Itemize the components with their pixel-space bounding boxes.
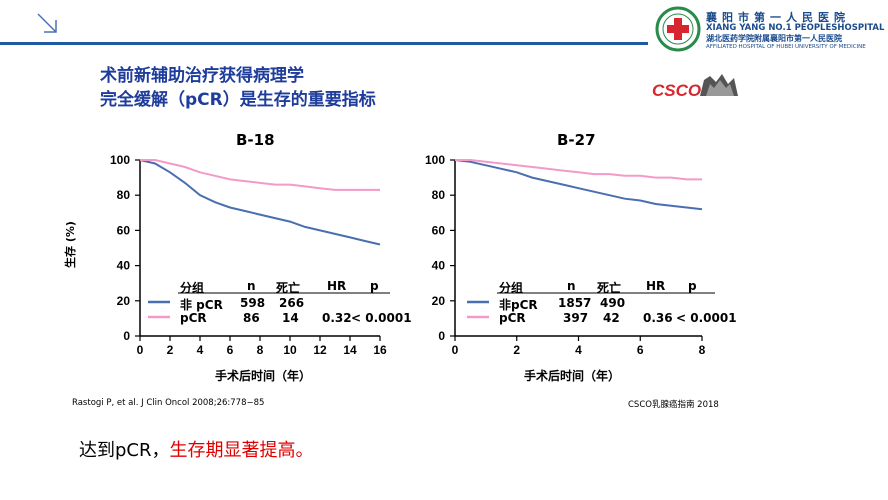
legend-header-group: 分组 [180,281,205,295]
x-tick-label: 2 [513,343,520,357]
legend-nonpcr-label-b27: 非pCR [499,298,538,312]
conclusion-text: 达到pCR，生存期显著提高。 [79,436,314,462]
header-rule [0,42,648,45]
y-tick-label: 100 [425,153,445,167]
legend-pcr-label-b27: pCR [499,311,526,325]
legend-header-deaths: 死亡 [276,281,301,295]
x-tick-label: 10 [283,343,297,357]
y-tick-label: 60 [432,223,446,237]
reference-citation: Rastogi P, et al. J Clin Oncol 2008;26:7… [72,398,265,408]
series-line-B-18-non-pcr [139,159,381,246]
y-tick-label: 20 [432,294,446,308]
y-tick-label: 40 [432,259,446,273]
csco-logo-text: CSCO [652,81,701,100]
x-tick-label: 6 [637,343,644,357]
legend-hr-value: 0.32 [322,311,352,325]
legend-p-value: < 0.0001 [351,311,412,325]
legend-header-deaths-b27: 死亡 [597,281,622,295]
legend-pcr-n-b27: 397 [563,311,589,325]
x-tick-label: 4 [197,343,204,357]
x-tick-label: 2 [167,343,174,357]
legend-header-n-b27: n [567,279,576,293]
legend-nonpcr-deaths: 266 [279,296,305,310]
content-panel [65,55,745,413]
hospital-name-en: XIANG YANG NO.1 PEOPLESHOSPITAL [706,23,885,33]
legend-hr-value-b27: 0.36 [643,311,673,325]
title-line-2: 完全缓解（pCR）是生存的重要指标 [100,90,376,110]
x-tick-label: 4 [575,343,582,357]
csco-logo: CSCO [652,74,738,100]
x-axis-label-b27: 手术后时间（年） [524,369,621,383]
y-tick-label: 0 [438,329,445,343]
chart-title-b27: B-27 [557,131,596,149]
y-tick-label: 80 [432,188,446,202]
series-line-B-18-pcr [140,159,380,191]
legend-p-value-b27: < 0.0001 [676,311,737,325]
legend-header-group-b27: 分组 [499,281,524,295]
y-tick-label: 80 [117,188,131,202]
x-tick-label: 8 [257,343,264,357]
legend-pcr-label: pCR [180,311,207,325]
x-tick-label: 16 [373,343,387,357]
x-tick-label: 14 [343,343,357,357]
chart-title-b18: B-18 [236,131,275,149]
y-tick-label: 60 [117,223,131,237]
hospital-logo: 襄阳市第一人民医院 XIANG YANG NO.1 PEOPLESHOSPITA… [655,6,885,52]
slide-title: 术前新辅助治疗获得病理学 完全缓解（pCR）是生存的重要指标 [100,64,376,112]
conclusion-text-red: 生存期显著提高。 [169,440,314,461]
series-line-B-27-non-pcr [454,159,703,211]
conclusion-text-black: 达到pCR， [79,440,170,461]
legend-pcr-n: 86 [243,311,260,325]
hospital-name-cn: 襄阳市第一人民医院 [706,11,850,24]
legend-header-n: n [247,279,256,293]
hospital-affiliation-cn: 湖北医药学院附属襄阳市第一人民医院 [706,34,842,43]
legend-header-p: p [370,279,379,293]
legend-nonpcr-deaths-b27: 490 [600,296,626,310]
legend-header-p-b27: p [688,279,697,293]
x-axis-label-b18: 手术后时间（年） [215,369,312,383]
corner-arrow-icon [37,13,57,33]
hospital-affiliation-en: AFFILIATED HOSPITAL OF HUBEI UNIVERSITY … [706,44,866,50]
legend-header-hr: HR [327,279,347,293]
legend-nonpcr-n-b27: 1857 [558,296,592,310]
legend-nonpcr-label: 非 pCR [180,298,223,312]
x-tick-label: 0 [137,343,144,357]
x-tick-label: 8 [699,343,706,357]
legend-pcr-deaths-b27: 42 [603,311,620,325]
legend-pcr-deaths: 14 [282,311,299,325]
hospital-seal-icon [655,6,701,52]
y-tick-label: 100 [110,153,130,167]
x-tick-label: 0 [452,343,459,357]
y-tick-label: 40 [117,259,131,273]
x-tick-label: 6 [227,343,234,357]
title-line-1: 术前新辅助治疗获得病理学 [100,66,304,86]
series-line-B-27-pcr [455,159,702,181]
y-tick-label: 0 [123,329,130,343]
legend-header-hr-b27: HR [646,279,666,293]
legend-nonpcr-n: 598 [240,296,266,310]
y-tick-label: 20 [117,294,131,308]
guideline-source: CSCO乳腺癌指南 2018 [628,400,719,410]
x-tick-label: 12 [313,343,327,357]
